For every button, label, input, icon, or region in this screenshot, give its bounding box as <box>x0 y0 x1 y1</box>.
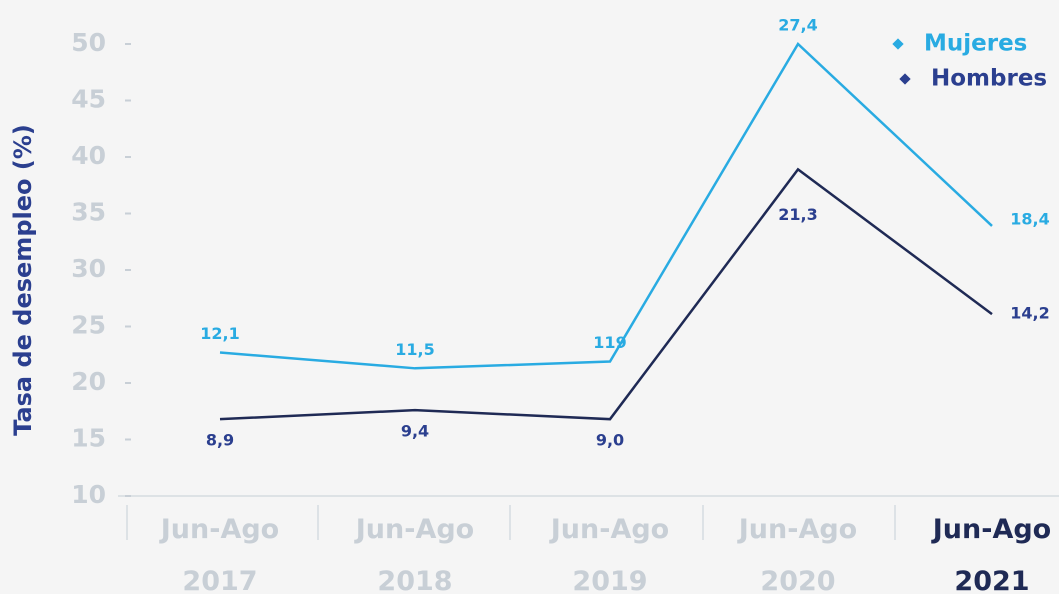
y-tick-label: 15 <box>71 424 106 453</box>
y-tick-label: 30 <box>71 254 106 283</box>
data-label: 11,5 <box>395 340 434 359</box>
x-tick-line: 2019 <box>572 566 647 594</box>
x-tick-label: Jun-Ago 2019 <box>549 514 669 594</box>
x-tick-line: 2017 <box>182 566 257 594</box>
y-tick-label: 50 <box>71 28 106 57</box>
line <box>219 167 993 421</box>
data-label: 8,9 <box>206 431 234 450</box>
data-label: 21,3 <box>778 205 817 224</box>
y-tick-label: 40 <box>71 141 106 170</box>
y-tick-label: 10 <box>71 480 106 509</box>
x-tick-line: 2018 <box>377 566 452 594</box>
legend-marker <box>892 38 904 50</box>
x-tick-line: Jun-Ago <box>549 514 669 545</box>
x-tick-label: Jun-Ago 2021 <box>931 514 1051 594</box>
x-tick-line: Jun-Ago <box>737 514 857 545</box>
data-label: 9,0 <box>596 431 624 450</box>
data-label: 27,4 <box>778 16 817 35</box>
data-label: 9,4 <box>401 422 429 441</box>
x-tick-label: Jun-Ago 2020 <box>737 514 857 594</box>
x-tick-line: Jun-Ago <box>159 514 279 545</box>
x-tick-label: Jun-Ago 2018 <box>354 514 474 594</box>
y-tick-label: 20 <box>71 367 106 396</box>
data-label: 12,1 <box>200 324 239 343</box>
x-tick-line: Jun-Ago <box>931 514 1051 545</box>
x-tick-label: Jun-Ago 2017 <box>159 514 279 594</box>
y-tick-label: 25 <box>71 311 106 340</box>
x-tick-line: Jun-Ago <box>354 514 474 545</box>
legend-marker <box>899 73 911 85</box>
data-label: 14,2 <box>1010 304 1049 323</box>
y-axis-title: Tasa de desempleo (%) <box>9 124 37 436</box>
line <box>219 42 993 370</box>
data-label: 119 <box>593 333 626 352</box>
legend-label: Mujeres <box>924 31 1027 57</box>
data-label: 18,4 <box>1010 209 1049 228</box>
legend-label: Hombres <box>931 66 1047 92</box>
x-tick-line: 2021 <box>954 566 1029 594</box>
y-tick-label: 45 <box>71 85 106 114</box>
y-tick-label: 35 <box>71 198 106 227</box>
x-tick-line: 2020 <box>760 566 835 594</box>
